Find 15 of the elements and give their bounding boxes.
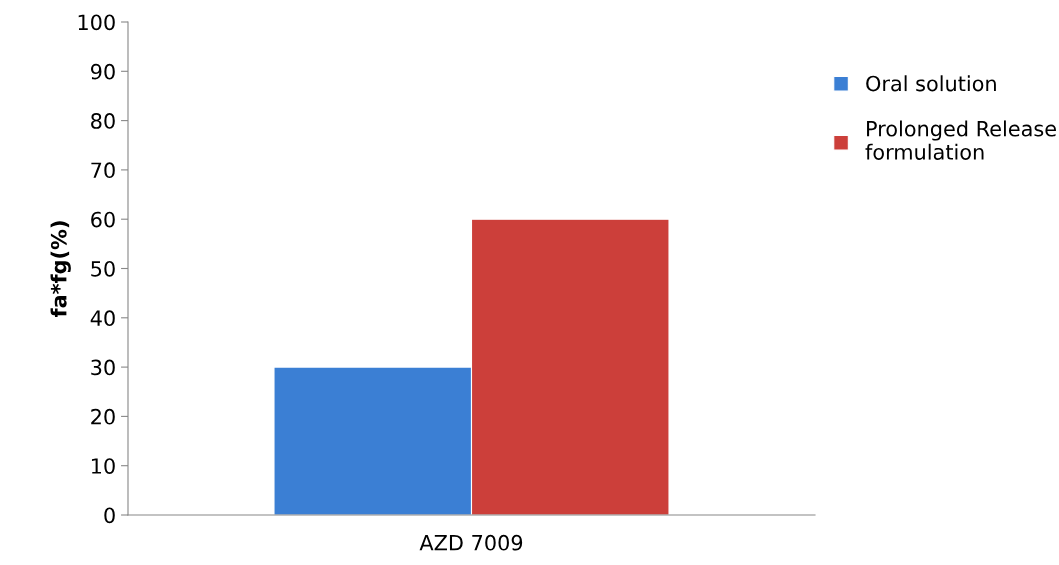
y-tick-label: 80 [91, 113, 115, 129]
y-tick-label: 40 [90, 310, 115, 327]
y-tick-label: 50 [91, 260, 115, 277]
y-tick-label: 0 [104, 507, 115, 524]
x-tick-label: AZD 7009 [419, 534, 523, 551]
y-tick-label: 70 [91, 162, 115, 179]
y-tick-label: 90 [91, 63, 115, 80]
y-axis-title: fa*fg(%) [50, 221, 71, 318]
y-tick-label: 60 [91, 211, 115, 228]
y-tick-label: 100 [78, 14, 115, 31]
y-tick-label: 20 [91, 408, 115, 425]
legend-label: Prolonged Release formulation [865, 120, 1056, 160]
y-tick-label: 10 [91, 458, 115, 474]
y-tick-label: 30 [91, 359, 115, 376]
legend-label: Oral solution [866, 75, 996, 92]
